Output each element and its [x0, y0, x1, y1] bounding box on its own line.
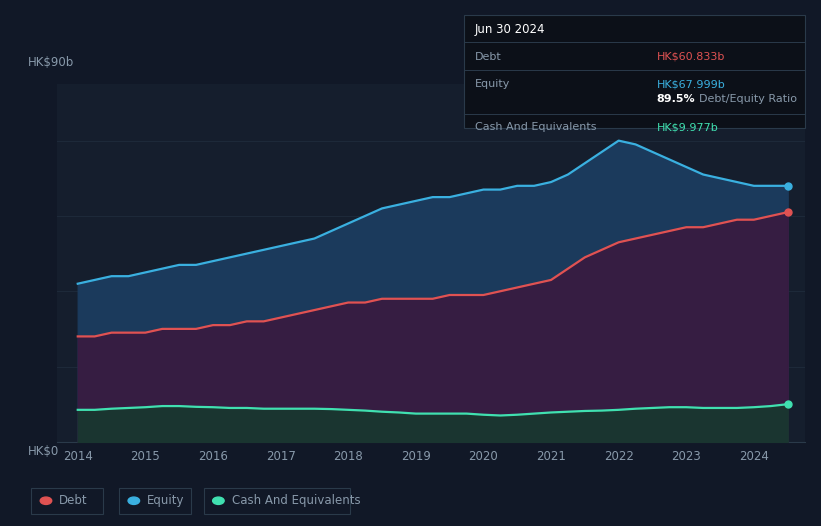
Text: HK$9.977b: HK$9.977b — [657, 122, 718, 133]
Text: Debt/Equity Ratio: Debt/Equity Ratio — [699, 94, 797, 104]
Text: Debt: Debt — [59, 494, 88, 507]
Text: Cash And Equivalents: Cash And Equivalents — [475, 122, 596, 133]
Text: HK$90b: HK$90b — [28, 56, 74, 68]
Text: HK$0: HK$0 — [28, 446, 59, 459]
Text: Jun 30 2024: Jun 30 2024 — [475, 23, 545, 36]
Text: 89.5%: 89.5% — [657, 94, 695, 104]
Text: Equity: Equity — [475, 79, 510, 89]
Text: Debt: Debt — [475, 52, 502, 62]
Text: Cash And Equivalents: Cash And Equivalents — [232, 494, 360, 507]
Text: HK$60.833b: HK$60.833b — [657, 52, 725, 62]
Text: HK$67.999b: HK$67.999b — [657, 79, 726, 89]
Text: Equity: Equity — [147, 494, 185, 507]
